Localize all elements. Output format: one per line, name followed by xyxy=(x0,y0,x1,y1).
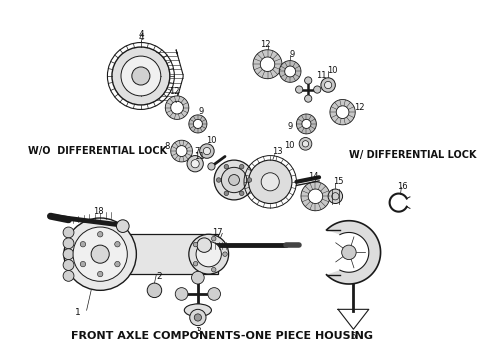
Text: 9: 9 xyxy=(199,107,204,116)
Text: 9: 9 xyxy=(289,50,294,59)
Circle shape xyxy=(80,242,86,247)
Text: FRONT AXLE COMPONENTS-ONE PIECE HOUSING: FRONT AXLE COMPONENTS-ONE PIECE HOUSING xyxy=(71,330,373,341)
Text: 12: 12 xyxy=(354,103,364,112)
PathPatch shape xyxy=(326,221,381,284)
Text: 2: 2 xyxy=(156,272,162,281)
Text: 6: 6 xyxy=(257,162,262,171)
Circle shape xyxy=(98,271,103,277)
Text: 12: 12 xyxy=(169,87,180,96)
PathPatch shape xyxy=(301,182,330,211)
Circle shape xyxy=(342,245,356,260)
Circle shape xyxy=(98,231,103,237)
Text: 11: 11 xyxy=(195,152,205,161)
Circle shape xyxy=(305,77,312,84)
Circle shape xyxy=(191,159,199,168)
Circle shape xyxy=(63,249,74,260)
Text: 5: 5 xyxy=(350,332,356,341)
Bar xyxy=(73,234,218,274)
Text: 10: 10 xyxy=(206,136,217,145)
PathPatch shape xyxy=(189,115,207,133)
Text: 11: 11 xyxy=(317,72,327,81)
Text: 4: 4 xyxy=(138,33,144,42)
Circle shape xyxy=(305,95,312,102)
Circle shape xyxy=(240,165,244,169)
Circle shape xyxy=(224,191,229,195)
Circle shape xyxy=(187,156,203,172)
Circle shape xyxy=(200,144,214,158)
Circle shape xyxy=(295,86,303,93)
Circle shape xyxy=(247,178,252,182)
Text: W/O  DIFFERENTIAL LOCK: W/O DIFFERENTIAL LOCK xyxy=(28,146,167,156)
Circle shape xyxy=(115,242,120,247)
PathPatch shape xyxy=(296,114,317,134)
Circle shape xyxy=(80,261,86,267)
Circle shape xyxy=(212,267,216,272)
Circle shape xyxy=(132,67,150,85)
Circle shape xyxy=(193,261,198,266)
Circle shape xyxy=(203,148,211,155)
Circle shape xyxy=(63,260,74,270)
Circle shape xyxy=(302,141,309,147)
Circle shape xyxy=(214,160,254,200)
Circle shape xyxy=(208,288,220,300)
Text: 17: 17 xyxy=(213,228,223,237)
Text: 10: 10 xyxy=(327,66,338,75)
Circle shape xyxy=(299,138,312,150)
Circle shape xyxy=(223,252,227,256)
Circle shape xyxy=(115,261,120,267)
Text: 15: 15 xyxy=(333,177,343,186)
Circle shape xyxy=(196,242,221,267)
Text: 10: 10 xyxy=(284,141,294,150)
Circle shape xyxy=(324,81,332,89)
Circle shape xyxy=(73,227,127,281)
Circle shape xyxy=(248,160,292,203)
Text: 3: 3 xyxy=(195,328,201,337)
Text: 8: 8 xyxy=(165,142,170,151)
Circle shape xyxy=(229,175,240,185)
Circle shape xyxy=(63,238,74,249)
Circle shape xyxy=(224,165,229,169)
Circle shape xyxy=(91,245,109,263)
Circle shape xyxy=(117,220,129,233)
Circle shape xyxy=(197,238,211,252)
Text: 12: 12 xyxy=(261,40,271,49)
Text: 7: 7 xyxy=(194,147,199,156)
Circle shape xyxy=(192,271,204,284)
Text: 1: 1 xyxy=(74,309,80,318)
Circle shape xyxy=(321,78,335,92)
Circle shape xyxy=(112,47,170,105)
Ellipse shape xyxy=(184,304,211,316)
Text: 14: 14 xyxy=(308,172,319,181)
Circle shape xyxy=(63,227,74,238)
Text: W/ DIFFERENTIAL LOCK: W/ DIFFERENTIAL LOCK xyxy=(349,150,476,160)
Circle shape xyxy=(221,167,246,193)
Circle shape xyxy=(240,191,244,195)
Circle shape xyxy=(121,56,161,96)
Circle shape xyxy=(217,178,221,182)
Circle shape xyxy=(261,173,279,191)
PathPatch shape xyxy=(253,50,282,79)
Circle shape xyxy=(175,288,188,300)
Circle shape xyxy=(208,163,215,170)
Circle shape xyxy=(314,86,321,93)
Circle shape xyxy=(189,234,229,274)
Text: 13: 13 xyxy=(272,148,283,157)
PathPatch shape xyxy=(330,99,355,125)
Text: 16: 16 xyxy=(397,182,408,191)
Text: 9: 9 xyxy=(288,122,293,131)
Circle shape xyxy=(328,189,343,203)
Text: 4: 4 xyxy=(138,30,144,39)
Circle shape xyxy=(194,314,201,321)
Circle shape xyxy=(63,270,74,281)
PathPatch shape xyxy=(171,140,193,162)
Circle shape xyxy=(212,237,216,241)
PathPatch shape xyxy=(165,96,189,120)
PathPatch shape xyxy=(279,60,301,82)
Text: 18: 18 xyxy=(93,207,104,216)
Circle shape xyxy=(147,283,162,298)
Circle shape xyxy=(190,309,206,325)
Circle shape xyxy=(192,304,204,316)
Circle shape xyxy=(64,218,136,291)
Circle shape xyxy=(193,242,198,247)
